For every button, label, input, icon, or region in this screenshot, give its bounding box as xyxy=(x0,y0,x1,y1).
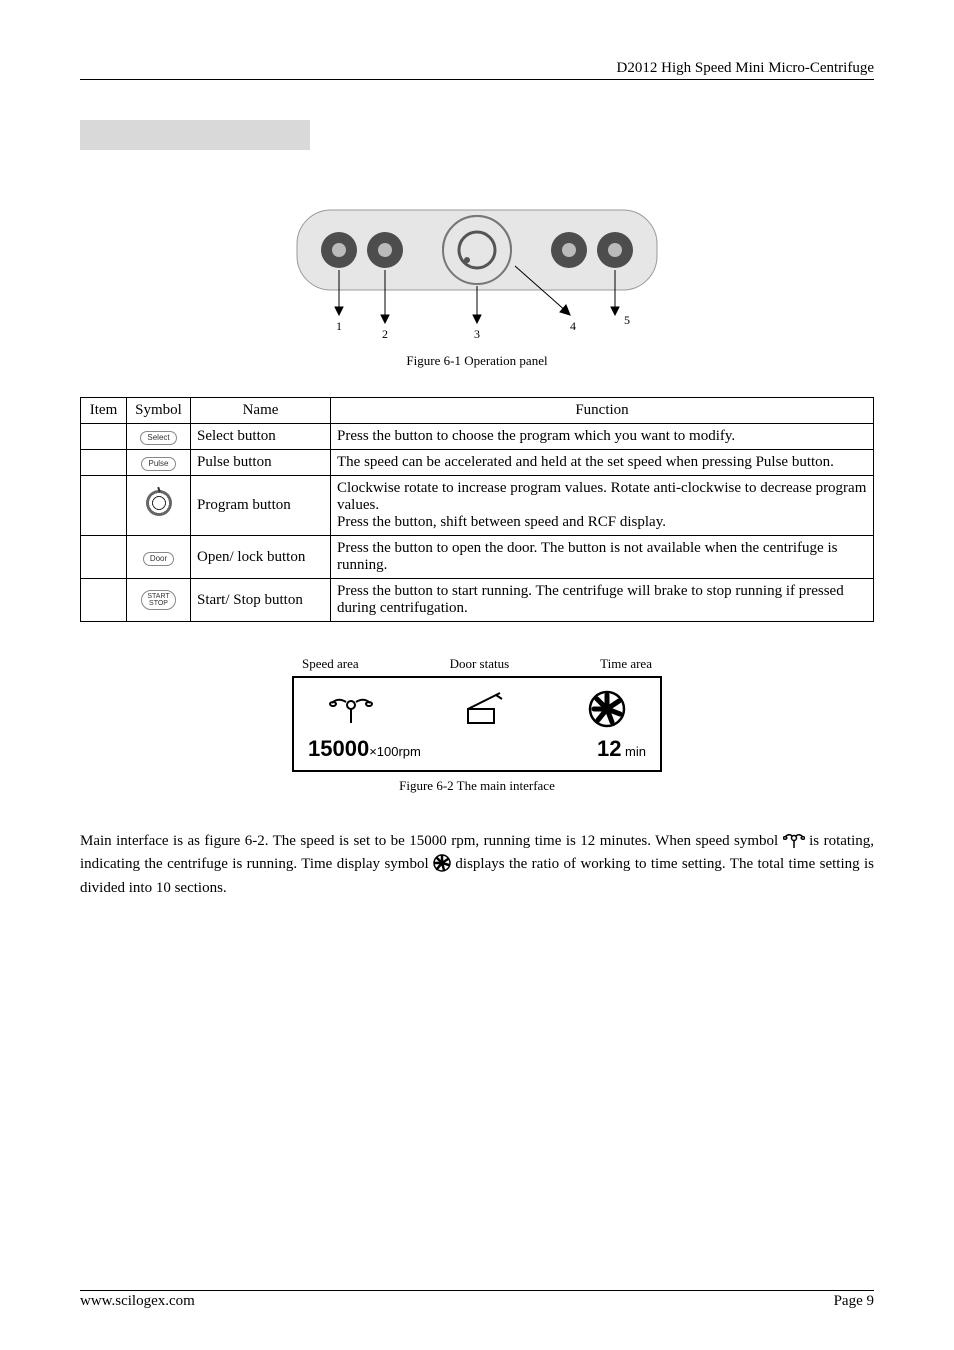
time-value: 12 xyxy=(597,736,621,761)
table-row: Door Open/ lock button Press the button … xyxy=(81,536,874,579)
operation-panel-figure: 1 2 3 4 5 xyxy=(80,200,874,345)
cell-func: Press the button to start running. The c… xyxy=(331,579,874,622)
footer-page: Page 9 xyxy=(834,1293,874,1310)
footer-url: www.scilogex.com xyxy=(80,1293,195,1310)
cell-symbol: START STOP xyxy=(127,579,191,622)
page-footer: www.scilogex.com Page 9 xyxy=(80,1290,874,1310)
table-row: Pulse Pulse button The speed can be acce… xyxy=(81,450,874,476)
display-box: 15000×100rpm 12 min xyxy=(292,676,662,772)
pulse-symbol-icon: Pulse xyxy=(141,457,175,471)
body-text-1: Main interface is as figure 6-2. The spe… xyxy=(80,833,783,849)
panel-label-4: 4 xyxy=(570,319,576,333)
th-name: Name xyxy=(191,398,331,424)
cell-name: Open/ lock button xyxy=(191,536,331,579)
table-row: START STOP Start/ Stop button Press the … xyxy=(81,579,874,622)
operation-panel-svg: 1 2 3 4 5 xyxy=(267,200,687,340)
table-row: Program button Clockwise rotate to incre… xyxy=(81,476,874,536)
label-door-status: Door status xyxy=(450,656,510,672)
cell-name: Pulse button xyxy=(191,450,331,476)
time-ratio-icon xyxy=(586,688,628,730)
cell-item xyxy=(81,579,127,622)
display-labels: Speed area Door status Time area xyxy=(292,656,662,672)
speed-spinner-icon xyxy=(326,691,376,727)
th-func: Function xyxy=(331,398,874,424)
cell-symbol: Select xyxy=(127,424,191,450)
dial-symbol-icon xyxy=(146,490,172,516)
cell-item xyxy=(81,476,127,536)
panel-label-1: 1 xyxy=(336,319,342,333)
main-interface-figure: Speed area Door status Time area xyxy=(80,656,874,794)
inline-time-ratio-icon xyxy=(433,854,451,872)
th-item: Item xyxy=(81,398,127,424)
display-time: 12 min xyxy=(597,736,646,762)
door-symbol-icon: Door xyxy=(143,552,174,566)
select-symbol-icon: Select xyxy=(140,431,176,445)
cell-item xyxy=(81,424,127,450)
cell-symbol: Pulse xyxy=(127,450,191,476)
section-heading-block xyxy=(80,120,310,150)
cell-func: Press the button to open the door. The b… xyxy=(331,536,874,579)
figure-6-1-caption: Figure 6-1 Operation panel xyxy=(80,353,874,369)
speed-unit: ×100rpm xyxy=(369,744,421,759)
cell-func: The speed can be accelerated and held at… xyxy=(331,450,874,476)
inline-spinner-icon xyxy=(783,831,805,849)
time-unit: min xyxy=(621,744,646,759)
cell-item xyxy=(81,536,127,579)
cell-symbol xyxy=(127,476,191,536)
label-time-area: Time area xyxy=(600,656,652,672)
figure-6-2-caption: Figure 6-2 The main interface xyxy=(80,778,874,794)
th-symbol: Symbol xyxy=(127,398,191,424)
cell-name: Program button xyxy=(191,476,331,536)
cell-symbol: Door xyxy=(127,536,191,579)
cell-name: Select button xyxy=(191,424,331,450)
panel-label-3: 3 xyxy=(474,327,480,340)
panel-label-2: 2 xyxy=(382,327,388,340)
display-speed: 15000×100rpm xyxy=(308,736,421,762)
label-speed-area: Speed area xyxy=(302,656,359,672)
cell-func: Clockwise rotate to increase program val… xyxy=(331,476,874,536)
function-table: Item Symbol Name Function Select Select … xyxy=(80,397,874,622)
speed-value: 15000 xyxy=(308,736,369,761)
product-title: D2012 High Speed Mini Micro-Centrifuge xyxy=(617,60,874,76)
cell-item xyxy=(81,450,127,476)
cell-name: Start/ Stop button xyxy=(191,579,331,622)
table-row: Select Select button Press the button to… xyxy=(81,424,874,450)
door-open-icon xyxy=(456,691,506,727)
cell-func: Press the button to choose the program w… xyxy=(331,424,874,450)
panel-label-5: 5 xyxy=(624,313,630,327)
page-header: D2012 High Speed Mini Micro-Centrifuge xyxy=(80,60,874,80)
body-paragraph: Main interface is as figure 6-2. The spe… xyxy=(80,830,874,900)
start-stop-symbol-icon: START STOP xyxy=(141,590,175,610)
table-header-row: Item Symbol Name Function xyxy=(81,398,874,424)
